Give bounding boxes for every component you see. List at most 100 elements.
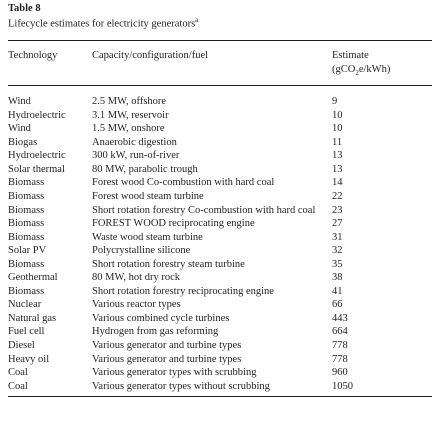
table-cell: Forest wood steam turbine (92, 191, 204, 203)
table-cell: 13 (332, 163, 343, 175)
table-cell: FOREST WOOD reciprocating engine (92, 218, 255, 230)
table-row: Coal Various generator types with scrubbi… (8, 366, 432, 380)
table-row: Biomass FOREST WOOD reciprocating engine 2… (8, 217, 432, 231)
table-cell: 10 (332, 109, 343, 121)
table-cell: Biomass (8, 231, 45, 243)
table-caption: Lifecycle estimates for electricity gene… (8, 16, 198, 30)
table-cell: 664 (332, 326, 348, 338)
table-row: Biomass Short rotation forestry Co-combus… (8, 204, 432, 218)
table-row: Biomass Forest wood steam turbine 22 (8, 190, 432, 204)
table-cell: 11 (332, 136, 343, 148)
header-text: e/kWh) (358, 63, 391, 75)
table-cell: Geothermal (8, 272, 58, 284)
caption-note: a (195, 16, 199, 24)
table-cell: Anaerobic digestion (92, 136, 177, 148)
table-cell: 443 (332, 312, 348, 324)
table-body: Wind 2.5 MW, offshore 9 Hydroelectric 3.1 MW… (8, 86, 432, 398)
table-row: Biomass Forest wood Co-combustion with ha… (8, 176, 432, 190)
table-head: Technology Capacity/configuration/fuel Est… (8, 39, 432, 87)
table-row: Heavy oil Various generator and turbine t… (8, 353, 432, 367)
header-subscript: 2 (355, 68, 359, 77)
table-cell: 14 (332, 177, 343, 189)
table-cell: Diesel (8, 340, 35, 352)
table-cell: Natural gas (8, 312, 57, 324)
table-row: Coal Various generator types without scru… (8, 379, 432, 398)
table-cell: 41 (332, 285, 343, 297)
header-text: Estimate (gCO (332, 50, 369, 75)
table-cell: Biomass (8, 218, 45, 230)
table-cell: 22 (332, 191, 343, 203)
table-cell: Wind (8, 123, 31, 135)
table-cell: Fuel cell (8, 326, 45, 338)
table-cell: Hydroelectric (8, 109, 66, 121)
table-cell: 2.5 MW, offshore (92, 96, 167, 108)
table-cell: Biomass (8, 204, 45, 216)
table-row: Biomass Short rotation forestry reciproca… (8, 285, 432, 299)
table-row: Hydroelectric 300 kW, run-of-river 13 (8, 149, 432, 163)
table-cell: Various generator and turbine types (92, 353, 242, 365)
table-cell: Solar PV (8, 245, 47, 257)
table-cell: Various generator types with scrubbing (92, 367, 257, 379)
table-cell: Short rotation forestry Co-combustion wi… (92, 204, 316, 216)
table-cell: 66 (332, 299, 343, 311)
table-cell: Forest wood Co-combustion with hard coal (92, 177, 275, 189)
table-cell: 9 (332, 96, 338, 108)
table-cell: Biomass (8, 177, 45, 189)
table-cell: Coal (8, 379, 92, 398)
table-cell: 13 (332, 150, 343, 162)
table-cell: Short rotation forestry reciprocating en… (92, 285, 274, 297)
table-row: Wind 1.5 MW, onshore 10 (8, 122, 432, 136)
table-cell: Biogas (8, 136, 38, 148)
table-row: Solar PV Polycrystalline silicone 32 (8, 244, 432, 258)
table-cell: Short rotation forestry steam turbine (92, 258, 245, 270)
table-cell: 778 (332, 340, 348, 352)
table-row: Wind 2.5 MW, offshore 9 (8, 86, 432, 109)
table-cell: Hydroelectric (8, 150, 66, 162)
table-row: Biogas Anaerobic digestion 11 (8, 136, 432, 150)
table-cell: 80 MW, parabolic trough (92, 163, 198, 175)
table-row: Fuel cell Hydrogen from gas reforming 664 (8, 325, 432, 339)
table-cell: 1.5 MW, onshore (92, 123, 165, 135)
table-row: Hydroelectric 3.1 MW, reservoir 10 (8, 109, 432, 123)
table-cell: 778 (332, 353, 348, 365)
table-cell: Biomass (8, 191, 45, 203)
column-header: Estimate (gCO2e/kWh) (332, 39, 432, 87)
table-cell: Waste wood steam turbine (92, 231, 203, 243)
table-cell: 3.1 MW, reservoir (92, 109, 169, 121)
table-row: Natural gas Various combined cycle turbin… (8, 312, 432, 326)
column-header: Technology (8, 39, 92, 87)
table-cell: Polycrystalline silicone (92, 245, 191, 257)
table-cell: Solar thermal (8, 163, 65, 175)
table-cell: Nuclear (8, 299, 42, 311)
caption-text: Lifecycle estimates for electricity gene… (8, 18, 196, 30)
table-cell: 1050 (332, 379, 432, 398)
table-cell: 27 (332, 218, 343, 230)
table-row: Solar thermal 80 MW, parabolic trough 13 (8, 163, 432, 177)
header-row: Technology Capacity/configuration/fuel Est… (8, 39, 432, 87)
table-cell: 300 kW, run-of-river (92, 150, 180, 162)
table-cell: Various reactor types (92, 299, 181, 311)
table-row: Geothermal 80 MW, hot dry rock 38 (8, 271, 432, 285)
table-cell: Biomass (8, 258, 45, 270)
table-cell: 31 (332, 231, 343, 243)
table-cell: 35 (332, 258, 343, 270)
table-row: Biomass Waste wood steam turbine 31 (8, 231, 432, 245)
table-cell: 10 (332, 123, 343, 135)
table-row: Diesel Various generator and turbine type… (8, 339, 432, 353)
table-label: Table 8 (8, 3, 41, 14)
table-cell: 32 (332, 245, 343, 257)
table-cell: 38 (332, 272, 343, 284)
table-cell: 23 (332, 204, 343, 216)
table-cell: Wind (8, 96, 31, 108)
table-row: Nuclear Various reactor types 66 (8, 298, 432, 312)
table-cell: Coal (8, 367, 28, 379)
table-cell: Biomass (8, 285, 45, 297)
table-row: Biomass Short rotation forestry steam tur… (8, 258, 432, 272)
data-table: Technology Capacity/configuration/fuel Est… (8, 39, 432, 398)
table-cell: Various generator and turbine types (92, 340, 242, 352)
table-cell: Various generator types without scrubbin… (92, 379, 332, 398)
table-cell: Heavy oil (8, 353, 50, 365)
column-header: Capacity/configuration/fuel (92, 39, 332, 87)
table-cell: 960 (332, 367, 348, 379)
